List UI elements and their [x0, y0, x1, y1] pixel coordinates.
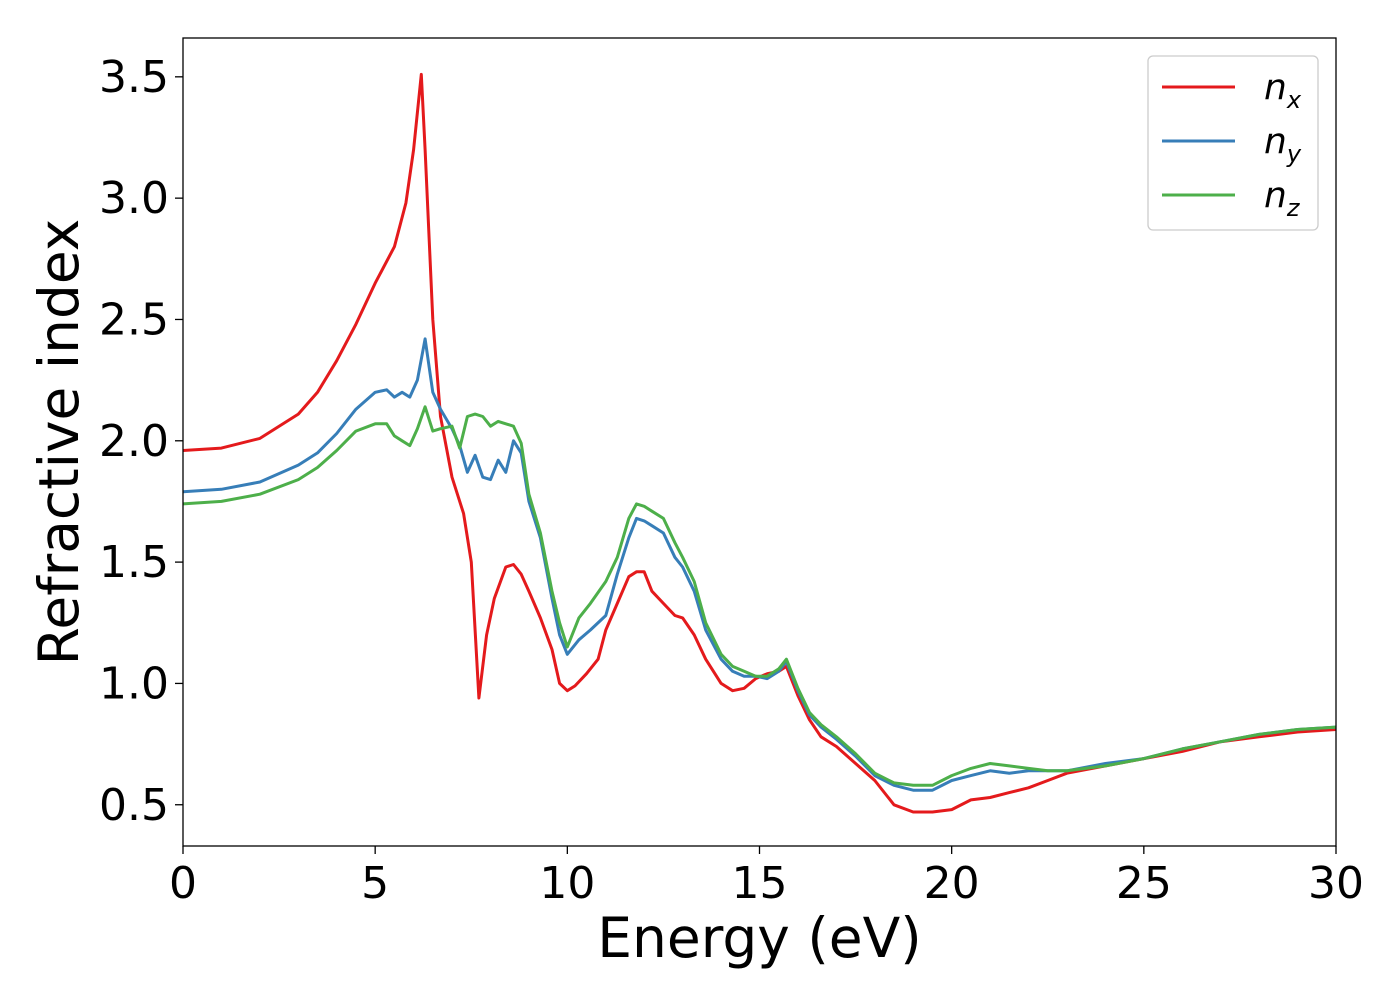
y-tick-label: 0.5 [99, 780, 169, 831]
legend-box [1147, 55, 1319, 231]
series-line-ny [183, 337, 1336, 792]
y-tick-label: 3.5 [99, 52, 169, 103]
x-axis: 0 5 10 15 20 25 30 [169, 846, 1364, 909]
y-axis: 0.5 1.0 1.5 2.0 2.5 3.0 3.5 [99, 52, 183, 831]
x-axis-title: Energy (eV) [597, 906, 921, 970]
y-tick-label: 2.0 [99, 416, 169, 467]
series-line-nx [183, 72, 1336, 814]
legend-label-nz: nz [1264, 175, 1301, 222]
x-tick-label: 20 [924, 858, 980, 909]
y-tick-label: 1.5 [99, 537, 169, 588]
x-tick-label: 15 [732, 858, 788, 909]
x-tick-label: 0 [169, 858, 197, 909]
series-layer [183, 72, 1336, 814]
x-tick-label: 25 [1116, 858, 1172, 909]
y-tick-label: 1.0 [99, 658, 169, 709]
y-tick-label: 3.0 [99, 173, 169, 224]
series-line-nz [183, 405, 1336, 787]
x-tick-label: 30 [1308, 858, 1364, 909]
y-axis-title: Refractive index [27, 219, 91, 666]
x-tick-label: 5 [361, 858, 389, 909]
x-tick-label: 10 [539, 858, 595, 909]
y-tick-label: 2.5 [99, 294, 169, 345]
